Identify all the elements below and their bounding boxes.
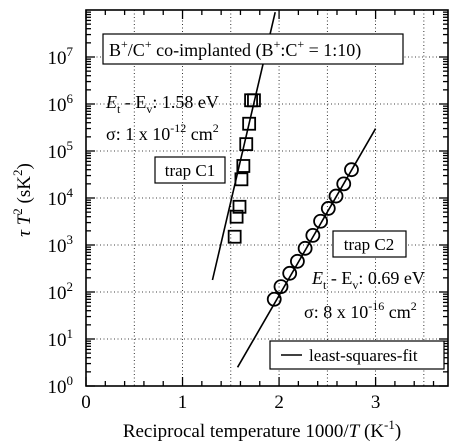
c2-circle-marker bbox=[328, 188, 344, 204]
c2-circle-marker bbox=[336, 176, 352, 192]
c1-square-marker bbox=[242, 116, 257, 131]
c2-circle-marker bbox=[282, 265, 298, 281]
y-tick-label: 101 bbox=[48, 326, 74, 351]
y-tick-label: 107 bbox=[48, 44, 74, 69]
y-tick-label: 102 bbox=[48, 279, 74, 304]
c1-label-box bbox=[154, 156, 226, 184]
c1-square-marker bbox=[232, 199, 247, 214]
c1-square-marker bbox=[236, 159, 251, 173]
grid-lines bbox=[86, 10, 448, 386]
c1-cross-section: σ: 1 x 10-12 cm2 bbox=[106, 121, 219, 144]
c1-activation-energy: Et - Ev: 1.58 eV bbox=[105, 92, 219, 116]
y-tick-label: 105 bbox=[48, 138, 74, 163]
c2-circle-marker bbox=[305, 228, 321, 243]
c1-square-marker bbox=[227, 229, 242, 244]
x-axis-label: Reciprocal temperature 1000/T (K-1) bbox=[123, 417, 401, 442]
y-tick-label: 106 bbox=[48, 91, 74, 116]
c1-square-marker bbox=[247, 93, 261, 108]
c2-circle-marker bbox=[313, 213, 328, 229]
plot-frame bbox=[85, 9, 449, 387]
legend-label: least-squares-fit bbox=[309, 346, 418, 365]
title-text: B+/C+ co-implanted (B+:C+ = 1:10) bbox=[109, 37, 361, 61]
x-tick-label: 1 bbox=[178, 392, 188, 413]
c2-activation-energy: Et - Ev: 0.69 eV bbox=[311, 268, 425, 292]
c2-fit-line bbox=[236, 128, 377, 368]
c2-circle-marker bbox=[297, 240, 313, 256]
c2-cross-section: σ: 8 x 10-16 cm2 bbox=[304, 299, 417, 322]
c2-label-box bbox=[332, 230, 407, 258]
data-markers bbox=[227, 93, 359, 307]
c2-circle-marker bbox=[273, 279, 289, 295]
c2-circle-marker bbox=[344, 162, 359, 178]
x-tick-label: 2 bbox=[274, 392, 284, 413]
title-box bbox=[102, 33, 404, 65]
x-tick-label: 0 bbox=[81, 392, 91, 413]
c1-label: trap C1 bbox=[165, 161, 216, 180]
x-tick-label: 3 bbox=[371, 392, 381, 413]
y-axis-label: τ T2 (sK2) bbox=[10, 163, 35, 237]
y-tick-label: 104 bbox=[48, 185, 74, 210]
c1-square-marker bbox=[229, 209, 244, 224]
y-tick-label: 103 bbox=[48, 232, 74, 257]
c1-square-marker bbox=[234, 172, 249, 187]
y-tick-label: 100 bbox=[48, 373, 74, 398]
c2-label: trap C2 bbox=[344, 235, 395, 254]
c2-circle-marker bbox=[320, 201, 336, 216]
c2-circle-marker bbox=[290, 253, 305, 269]
axis-ticks bbox=[85, 10, 448, 387]
c1-square-marker bbox=[239, 137, 254, 152]
c2-circle-marker bbox=[266, 291, 282, 307]
